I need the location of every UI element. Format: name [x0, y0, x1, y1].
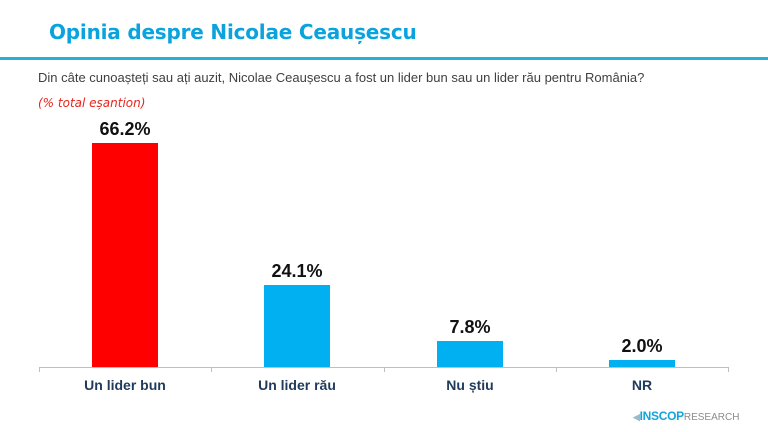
- title-divider: [0, 57, 768, 60]
- axis-tick: [728, 367, 729, 372]
- axis-tick: [39, 367, 40, 372]
- axis-tick: [556, 367, 557, 372]
- value-label: 24.1%: [271, 261, 323, 281]
- x-axis: [39, 367, 728, 368]
- value-label: 7.8%: [449, 317, 491, 337]
- bar-2: [437, 341, 503, 367]
- axis-tick: [211, 367, 212, 372]
- page-title: Opinia despre Nicolae Ceaușescu: [49, 20, 417, 44]
- axis-tick: [384, 367, 385, 372]
- category-label: Un lider rău: [258, 377, 336, 393]
- bar-0: [92, 143, 158, 367]
- logo-mark-icon: ◀: [633, 412, 640, 422]
- bar-1: [264, 285, 330, 367]
- bar-3: [609, 360, 675, 367]
- sample-note: (% total eșantion): [38, 96, 146, 110]
- category-label: NR: [631, 377, 653, 393]
- category-label: Un lider bun: [84, 377, 166, 393]
- survey-question: Din câte cunoașteți sau ați auzit, Nicol…: [38, 70, 645, 85]
- value-label: 66.2%: [99, 119, 151, 139]
- inscop-logo: ◀INSCOPRESEARCH: [633, 409, 740, 423]
- category-label: Nu știu: [446, 377, 494, 393]
- value-label: 2.0%: [621, 336, 663, 356]
